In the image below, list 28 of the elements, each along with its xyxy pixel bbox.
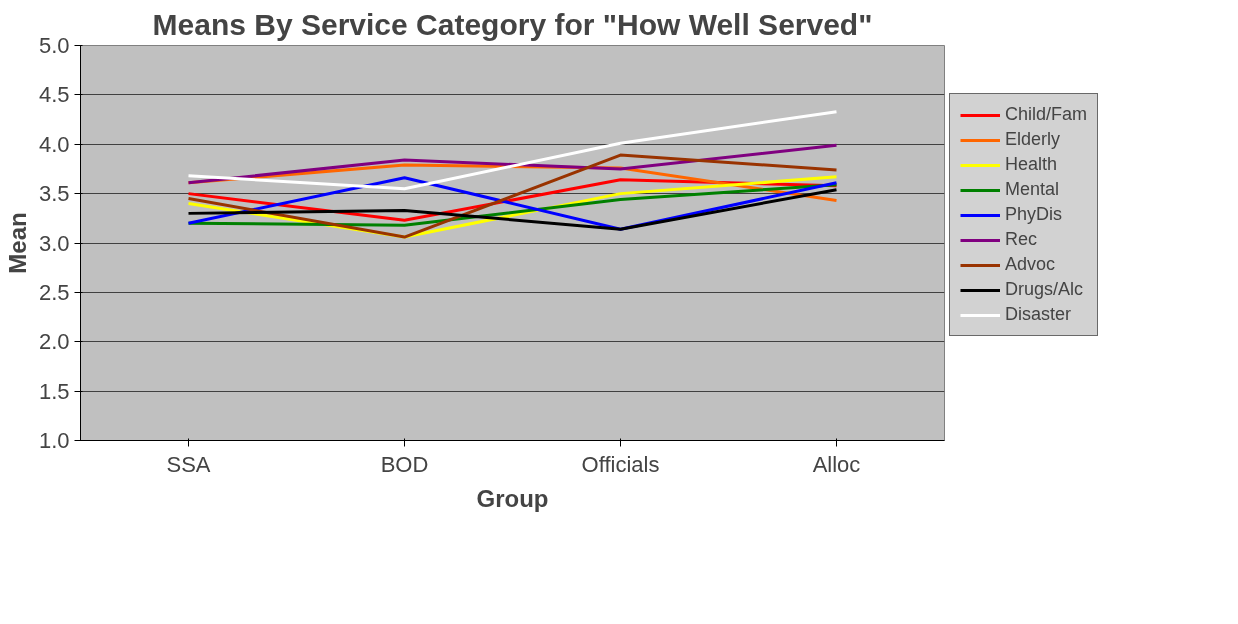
chart-title: Means By Service Category for "How Well Served" [152, 7, 873, 41]
y-tick-label: 2.5 [38, 279, 70, 305]
legend-label: Drugs/Alc [1005, 279, 1084, 300]
legend-label: Health [1005, 154, 1058, 175]
y-tick-label: 4.0 [38, 131, 70, 157]
y-tick-label: 3.0 [38, 230, 70, 256]
x-tick-label: BOD [380, 451, 429, 477]
legend-label: Child/Fam [1005, 104, 1088, 125]
x-axis-title: Group [476, 484, 549, 512]
legend-label: Advoc [1005, 254, 1056, 275]
x-tick-label: Officials [581, 451, 660, 477]
legend-label: Disaster [1005, 304, 1072, 325]
legend-label: Elderly [1005, 129, 1061, 150]
line-series [187, 110, 838, 191]
legend-label: Mental [1005, 179, 1060, 200]
x-tick-label: SSA [166, 451, 211, 477]
legend-label: PhyDis [1005, 204, 1063, 225]
y-tick-label: 1.0 [38, 428, 70, 453]
line-series [187, 153, 838, 239]
line-series [187, 143, 838, 185]
y-tick-label: 5.0 [38, 33, 70, 58]
y-tick-label: 2.0 [38, 329, 70, 355]
y-tick-label: 3.5 [38, 181, 70, 207]
y-axis-title: Mean [3, 212, 31, 274]
x-tick-label: Alloc [812, 451, 861, 477]
y-tick-label: 1.5 [38, 378, 70, 404]
legend-label: Rec [1005, 229, 1038, 250]
y-tick-label: 4.5 [38, 82, 70, 108]
